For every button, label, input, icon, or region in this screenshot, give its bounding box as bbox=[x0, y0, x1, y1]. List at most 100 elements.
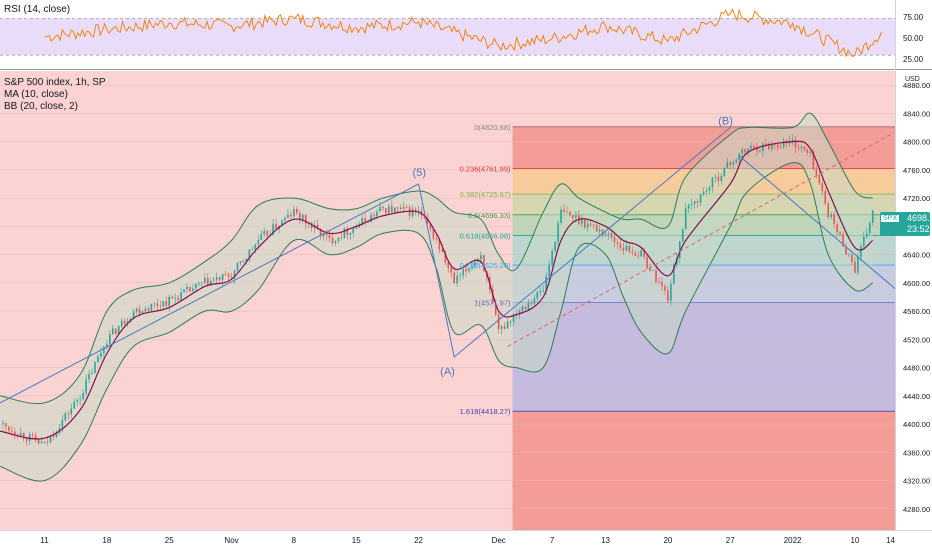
fib-zone-top bbox=[512, 126, 895, 128]
time-axis[interactable]: 11 18 25 Nov 8 15 22 Dec 7 13 20 27 2022 10 14 bbox=[0, 530, 932, 550]
candle-body bbox=[794, 139, 797, 148]
candle-body bbox=[43, 441, 46, 443]
ma-legend[interactable]: MA (10, close) bbox=[4, 89, 68, 100]
price-axis[interactable]: USD 4280.00 4320.00 4360.00 4400.00 4440.00 4… bbox=[895, 0, 932, 530]
candle-body bbox=[290, 214, 292, 217]
candle-body bbox=[711, 177, 714, 188]
fib-level-label: 1.618(4418.27) bbox=[460, 407, 511, 416]
fib-level-label: 1(4571.97) bbox=[474, 299, 511, 308]
candle-body bbox=[361, 218, 363, 226]
candle-body bbox=[860, 246, 862, 257]
candle-body bbox=[76, 400, 78, 402]
candle-body bbox=[88, 374, 90, 380]
candle-body bbox=[839, 232, 841, 235]
main-legend-title[interactable]: S&P 500 index, 1h, SP bbox=[4, 77, 106, 88]
candle-body bbox=[37, 439, 40, 444]
candle-body bbox=[123, 320, 126, 324]
rsi-legend[interactable]: RSI (14, close) bbox=[4, 4, 71, 15]
candle-body bbox=[114, 328, 117, 334]
candle-body bbox=[138, 308, 141, 314]
candle-body bbox=[518, 310, 521, 315]
candle-body bbox=[465, 268, 467, 272]
candle-body bbox=[349, 232, 352, 235]
candle-body bbox=[613, 237, 616, 243]
candle-body bbox=[690, 203, 693, 205]
candle-body bbox=[684, 208, 687, 230]
candle-body bbox=[595, 224, 598, 232]
candle-body bbox=[293, 209, 295, 217]
candle-body bbox=[195, 283, 197, 289]
candle-body bbox=[566, 211, 568, 213]
candle-body bbox=[212, 279, 215, 281]
candle-body bbox=[560, 209, 562, 223]
candle-body bbox=[708, 187, 711, 191]
candle-body bbox=[471, 266, 473, 269]
candle-body bbox=[165, 301, 168, 306]
price-tick: 4560.00 bbox=[903, 307, 930, 316]
candle-body bbox=[557, 222, 559, 242]
candle-body bbox=[325, 233, 328, 236]
candle-body bbox=[55, 432, 58, 437]
time-tick: 11 bbox=[40, 536, 49, 545]
candle-body bbox=[655, 270, 657, 282]
moving-average-line bbox=[0, 140, 874, 440]
candle-body bbox=[34, 435, 37, 440]
bollinger-lower-line bbox=[0, 162, 873, 482]
candle-body bbox=[851, 254, 853, 262]
time-tick: 15 bbox=[352, 536, 361, 545]
candle-body bbox=[539, 290, 542, 293]
candle-body bbox=[509, 321, 512, 323]
candle-body bbox=[414, 208, 417, 212]
price-tick: 4400.00 bbox=[903, 420, 930, 429]
fib-level-label: 0.618(4666.98) bbox=[460, 232, 511, 241]
candle-body bbox=[328, 235, 331, 238]
candle-body bbox=[112, 328, 114, 334]
candle-body bbox=[453, 272, 455, 284]
candle-body bbox=[396, 207, 399, 209]
candle-body bbox=[180, 292, 182, 301]
price-panel: 0(4820.68) 0.236(4761.99) 0.382(4725.67) 0.… bbox=[0, 71, 897, 530]
candle-body bbox=[812, 151, 815, 170]
candle-body bbox=[637, 255, 640, 257]
candle-body bbox=[753, 145, 755, 148]
candle-body bbox=[681, 229, 684, 242]
candle-body bbox=[370, 214, 372, 222]
candle-body bbox=[483, 255, 485, 272]
rsi-panel: 75.00 50.00 25.00 bbox=[0, 0, 924, 69]
candle-body bbox=[14, 431, 16, 436]
candle-body bbox=[340, 237, 343, 239]
candle-body bbox=[821, 183, 824, 191]
candle-body bbox=[474, 261, 476, 267]
candle-body bbox=[625, 245, 628, 251]
candle-body bbox=[673, 264, 675, 284]
candle-body bbox=[399, 207, 402, 209]
candle-body bbox=[616, 242, 619, 244]
candle-body bbox=[221, 273, 224, 281]
candle-body bbox=[245, 258, 248, 262]
candle-body bbox=[355, 227, 358, 229]
candle-body bbox=[628, 245, 631, 252]
price-tick: 4720.00 bbox=[903, 194, 930, 203]
candle-body bbox=[248, 249, 251, 259]
candle-body bbox=[103, 346, 105, 353]
currency-label: USD bbox=[905, 76, 920, 83]
candle-body bbox=[85, 379, 87, 394]
candle-body bbox=[192, 288, 194, 292]
candle-body bbox=[773, 144, 776, 145]
candle-body bbox=[46, 441, 49, 443]
candle-body bbox=[589, 223, 592, 225]
candle-body bbox=[144, 308, 147, 312]
time-tick: Dec bbox=[492, 536, 506, 545]
candle-body bbox=[658, 281, 660, 283]
candle-body bbox=[762, 143, 764, 151]
wave-a-label: (A) bbox=[440, 366, 455, 378]
candle-body bbox=[634, 252, 637, 256]
bb-legend[interactable]: BB (20, close, 2) bbox=[4, 101, 78, 112]
price-tick: 4800.00 bbox=[903, 138, 930, 147]
candle-body bbox=[186, 286, 188, 290]
candle-body bbox=[156, 303, 159, 306]
candle-body bbox=[643, 250, 645, 257]
candle-body bbox=[8, 426, 10, 431]
candle-body bbox=[31, 434, 34, 436]
